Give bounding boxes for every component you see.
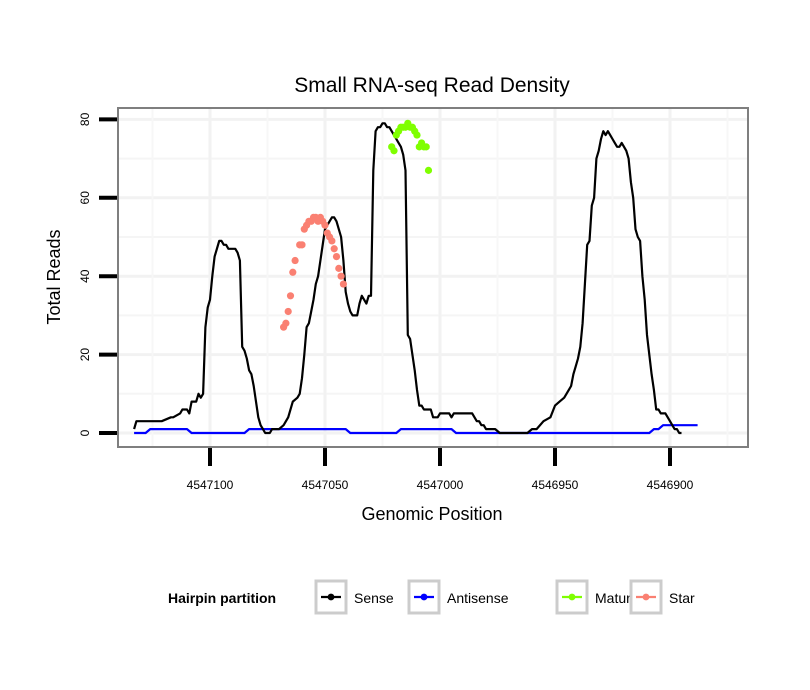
legend-key-point: [327, 593, 335, 601]
y-tick-label: 80: [78, 112, 92, 126]
star-point: [330, 245, 338, 253]
star-point: [289, 268, 297, 276]
star-point: [337, 272, 345, 280]
star-point: [282, 319, 290, 327]
legend-item-mature: Mature: [555, 579, 639, 615]
legend-key-point: [568, 593, 576, 601]
grid-minor-y: [118, 157, 748, 395]
legend-item-sense: Sense: [314, 579, 394, 615]
x-tick-label: 4547100: [187, 478, 234, 492]
x-tick-label: 4546900: [647, 478, 694, 492]
star-point: [335, 264, 343, 272]
mature-point: [413, 131, 421, 139]
y-tick-label: 60: [78, 191, 92, 205]
legend-label: Star: [669, 590, 695, 606]
legend-keys: Sense Antisense Mature Star: [314, 579, 695, 615]
star-point: [286, 292, 295, 300]
legend: Hairpin partition Sense Antisense Mature St…: [168, 579, 695, 615]
x-axis: 4547100 4547050 4547000 4546950 4546900: [187, 448, 694, 492]
legend-key-point: [642, 593, 650, 601]
legend-key-point: [420, 593, 428, 601]
star-point: [332, 253, 341, 261]
y-axis: 0 20 40 60 80: [78, 112, 117, 436]
x-axis-title: Genomic Position: [361, 504, 502, 524]
y-tick-label: 0: [78, 429, 92, 436]
star-point: [291, 256, 299, 265]
chart-title: Small RNA-seq Read Density: [294, 74, 570, 97]
x-tick-label: 4547050: [302, 478, 349, 492]
star-point: [284, 307, 292, 316]
mature-point: [422, 143, 430, 151]
star-point: [328, 237, 336, 245]
star-point: [339, 280, 347, 288]
y-tick-label: 40: [78, 269, 92, 283]
panel-border: [117, 107, 749, 448]
grid-major-x: [151, 108, 729, 447]
series-antisense-line: [134, 424, 698, 435]
mature-point: [390, 147, 398, 155]
mature-point: [424, 166, 433, 174]
x-tick-label: 4546950: [532, 478, 579, 492]
legend-item-star: Star: [629, 579, 695, 615]
star-point: [321, 221, 329, 229]
series-sense-line: [133, 122, 682, 435]
y-tick-label: 20: [78, 348, 92, 362]
x-tick-label: 4547000: [417, 478, 464, 492]
series-layer: [133, 119, 698, 435]
legend-item-antisense: Antisense: [407, 579, 509, 615]
y-axis-title: Total Reads: [44, 229, 64, 324]
legend-label: Mature: [595, 590, 639, 606]
series-star-points: [280, 213, 347, 331]
legend-title: Hairpin partition: [168, 590, 276, 606]
legend-label: Antisense: [447, 590, 509, 606]
series-mature-points: [388, 119, 433, 174]
plot-panel: [117, 107, 749, 448]
star-point: [298, 241, 306, 249]
legend-label: Sense: [354, 590, 394, 606]
